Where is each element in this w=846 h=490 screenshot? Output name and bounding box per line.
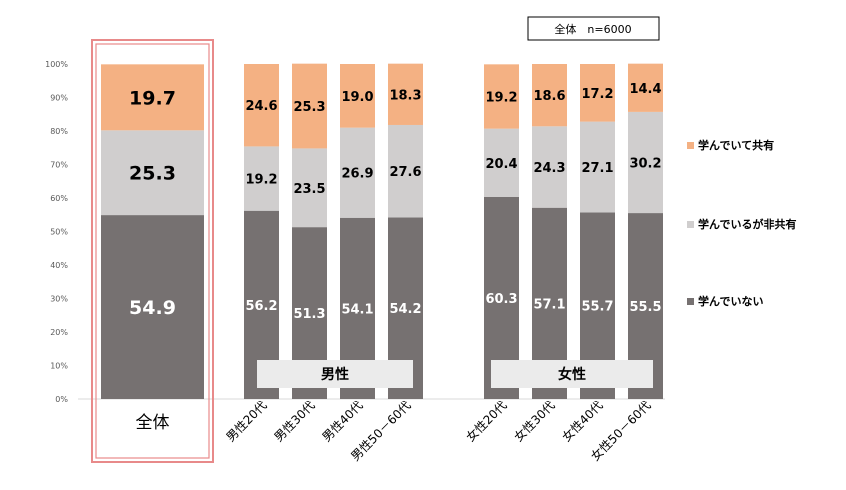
bar-segment [628,63,663,112]
data-label: 19.2 [245,173,277,188]
data-label: 55.5 [629,300,661,315]
bar-segment [532,126,567,208]
data-label: 17.2 [581,87,613,102]
bars: 54.9 25.3 19.7 56.2 19.2 24.6 51.3 23.5 25.3 54.1… [101,63,663,399]
bar-segment [340,127,375,218]
data-label: 54.9 [129,297,176,319]
bar-segment [101,64,204,131]
data-label: 26.9 [341,167,373,182]
y-tick-label: 50% [50,228,68,237]
group-label-box [257,360,413,388]
data-label: 24.6 [245,99,277,114]
category-label: 女性40代 [559,398,606,445]
sample-size-note: 全体 n=6000 [527,16,660,41]
category-label: 全体 [136,413,170,433]
bar-segment [628,111,663,214]
data-label: 18.6 [533,89,565,104]
legend-swatch [687,142,694,149]
data-label: 56.2 [245,299,277,314]
legend-swatch [687,221,694,228]
bar-segment [484,128,519,197]
bar-segment [101,215,204,399]
category-label: 女性30代 [511,398,558,445]
note-box [527,16,660,41]
y-tick-label: 70% [50,161,68,170]
y-tick-label: 30% [50,295,68,304]
category-label: 男性40代 [319,398,365,444]
legend-label: 学んでいて共有 [698,138,774,152]
highlight-frame-inner [95,43,210,459]
y-tick-label: 100% [45,60,68,69]
bar-segment [244,146,279,211]
data-label: 54.1 [341,302,373,317]
data-label: 20.4 [485,157,517,172]
y-tick-label: 90% [50,94,68,103]
y-tick-label: 80% [50,127,68,136]
bar-segment [484,64,519,129]
category-label: 男性30代 [271,398,317,444]
data-label: 23.5 [293,182,325,197]
highlight-frame-outer [91,39,214,463]
bar-segment [101,130,204,216]
y-tick-label: 0% [55,395,68,404]
category-label: 男性20代 [223,398,269,444]
data-label: 19.7 [129,87,176,109]
bar-segment [340,64,375,128]
group-label: 男性 [321,366,349,383]
data-label: 19.2 [485,90,517,105]
bar-segment [580,121,615,213]
data-label: 25.3 [293,100,325,115]
bar-segment [292,148,327,228]
data-label: 18.3 [389,88,421,103]
data-label: 24.3 [533,161,565,176]
group-label: 女性 [558,366,586,383]
y-tick-label: 40% [50,261,68,270]
data-label: 60.3 [485,292,517,307]
bar-segment [580,64,615,122]
bar-segment [292,63,327,149]
legend-swatch [687,298,694,305]
y-tick-label: 10% [50,362,68,371]
legend-label: 学んでいるが非共有 [698,217,796,231]
data-label: 19.0 [341,90,373,105]
bar-segment [388,124,423,218]
data-label: 27.6 [389,165,421,180]
overall-highlight [91,39,214,463]
data-label: 54.2 [389,302,421,317]
data-label: 27.1 [581,161,613,176]
group-label-box [491,360,653,388]
data-label: 14.4 [629,82,661,97]
y-tick-label: 20% [50,328,68,337]
category-label: 女性20代 [463,398,510,445]
note-text: 全体 n=6000 [554,22,631,36]
data-label: 30.2 [629,156,661,171]
group-labels: 男性 女性 [257,360,653,388]
legend-label: 学んでいない [698,294,763,308]
y-tick-label: 60% [50,194,68,203]
bar-segment [388,63,423,125]
data-label: 57.1 [533,297,565,312]
bar-segment [244,64,279,147]
data-label: 55.7 [581,300,613,315]
data-label: 25.3 [129,163,176,185]
data-label: 51.3 [293,307,325,322]
bar-segment [532,64,567,127]
